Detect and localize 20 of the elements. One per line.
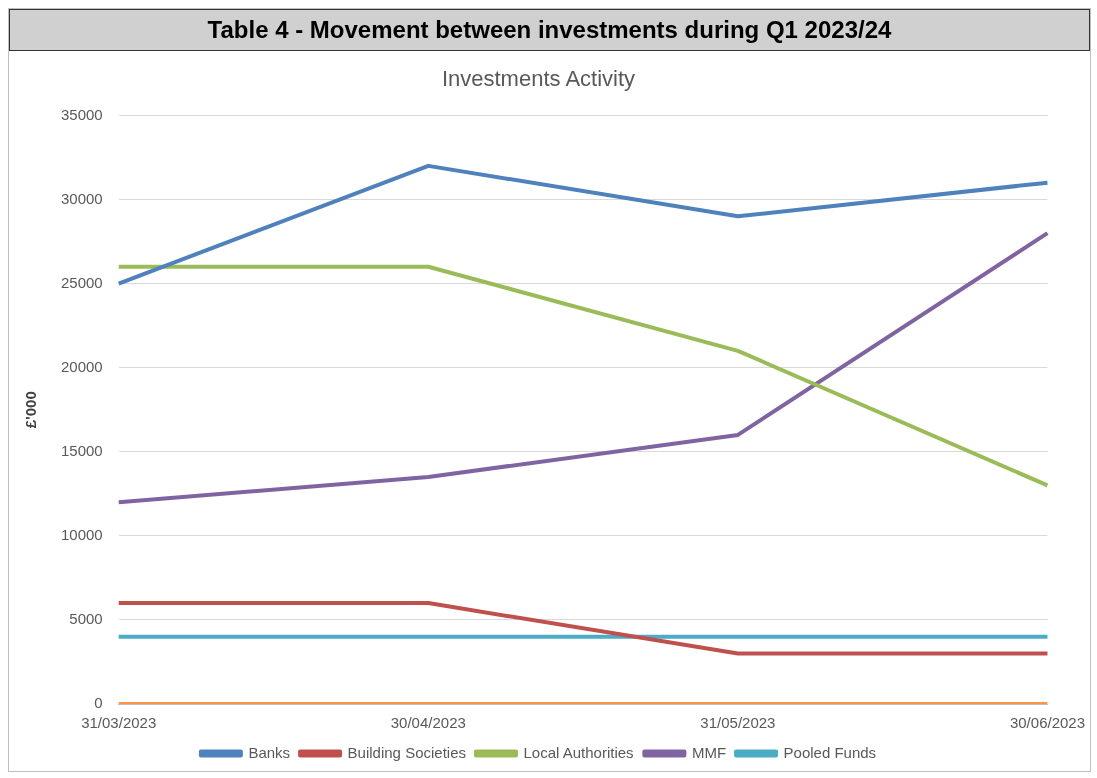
legend-label: Local Authorities <box>523 743 634 761</box>
x-tick-label: 31/03/2023 <box>81 714 157 732</box>
chart-title: Table 4 - Movement between investments during Q1 2023/24 <box>9 9 1090 51</box>
legend-label: Building Societies <box>347 743 466 761</box>
y-tick-label: 25000 <box>60 273 103 291</box>
y-axis-title: £'000 <box>22 391 40 429</box>
y-tick-label: 5000 <box>69 610 103 628</box>
chart-subtitle: Investments Activity <box>441 66 636 92</box>
legend-label: Pooled Funds <box>783 743 877 761</box>
x-tick-label: 30/04/2023 <box>390 714 466 732</box>
y-tick-label: 30000 <box>60 189 103 207</box>
legend-label: Banks <box>248 743 291 761</box>
y-tick-label: 20000 <box>60 357 103 375</box>
y-tick-label: 35000 <box>60 105 103 123</box>
x-tick-label: 31/05/2023 <box>700 714 776 732</box>
x-tick-label: 30/06/2023 <box>1009 714 1085 732</box>
y-tick-label: 0 <box>94 694 103 712</box>
y-tick-label: 15000 <box>60 441 103 459</box>
legend-label: MMF <box>691 743 727 761</box>
y-tick-label: 10000 <box>60 525 103 543</box>
